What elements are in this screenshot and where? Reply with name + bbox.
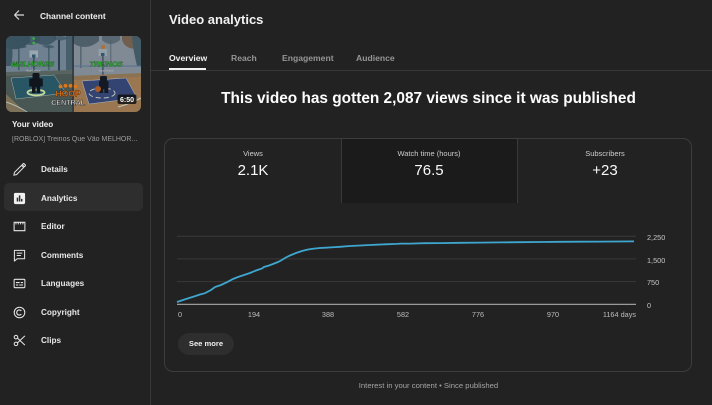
svg-text:MELHORES: MELHORES [12, 60, 55, 69]
svg-text:HOOP: HOOP [55, 89, 80, 99]
svg-text:CENTRAL: CENTRAL [51, 98, 85, 107]
svg-text:HoopCentral: HoopCentral [26, 69, 41, 73]
svg-text:HoopCentral: HoopCentral [99, 69, 114, 73]
svg-text:6:50: 6:50 [120, 97, 134, 104]
svg-text:TREINOS: TREINOS [89, 60, 122, 69]
